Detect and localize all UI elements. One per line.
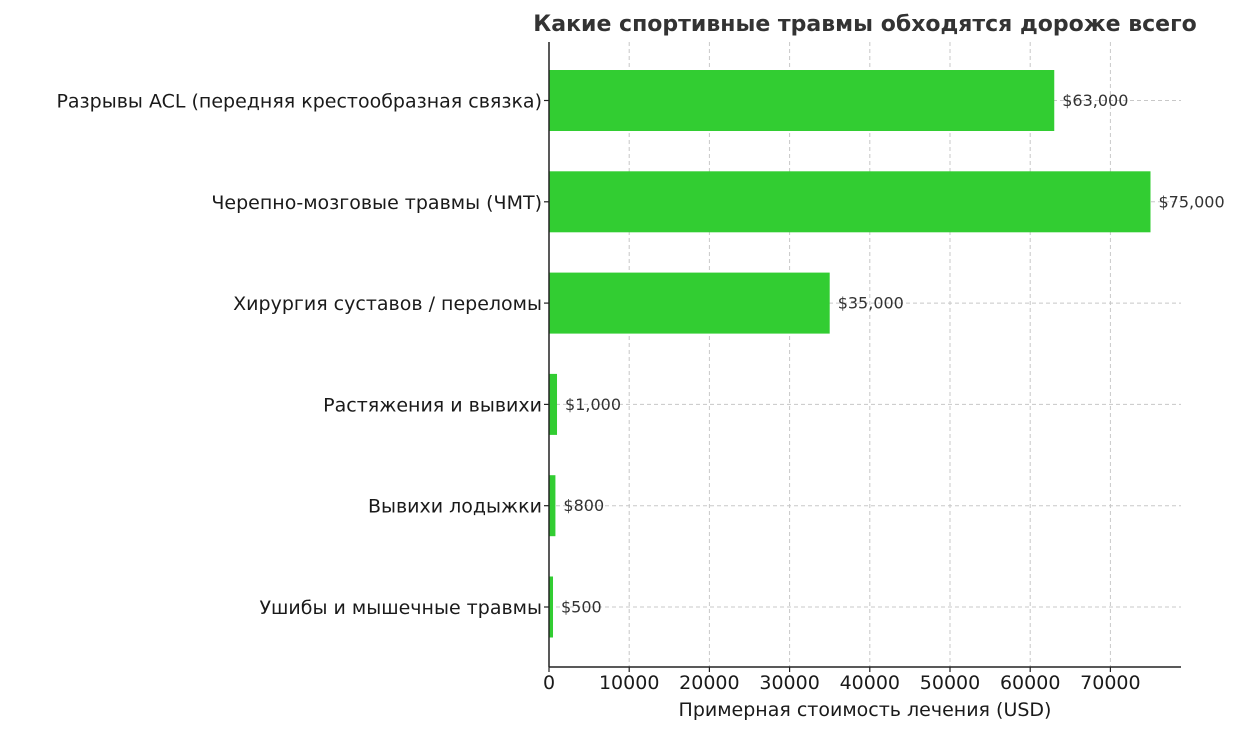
x-tick-label: 0 xyxy=(543,672,555,694)
bar xyxy=(549,373,558,435)
data-label: $75,000 xyxy=(1159,192,1225,211)
axis-layer xyxy=(544,42,1181,672)
category-label: Вывихи лодыжки xyxy=(368,496,542,518)
x-tick-label: 30000 xyxy=(759,672,819,694)
category-label: Хирургия суставов / переломы xyxy=(233,293,542,315)
category-label: Растяжения и вывихи xyxy=(323,394,542,416)
data-label: $63,000 xyxy=(1062,91,1128,110)
category-label: Разрывы ACL (передняя крестообразная свя… xyxy=(56,91,542,113)
x-tick-label: 50000 xyxy=(920,672,980,694)
chart-title: Какие спортивные травмы обходятся дороже… xyxy=(533,12,1196,37)
bar xyxy=(549,576,554,638)
data-label: $500 xyxy=(561,598,602,617)
bar-layer xyxy=(549,70,1151,638)
bar xyxy=(549,171,1151,233)
bar xyxy=(549,272,830,334)
x-tick-label: 10000 xyxy=(599,672,659,694)
x-axis-title: Примерная стоимость лечения (USD) xyxy=(679,699,1052,721)
bar xyxy=(549,70,1055,131)
category-label: Черепно-мозговые травмы (ЧМТ) xyxy=(211,192,542,214)
x-tick-label: 40000 xyxy=(840,672,900,694)
bar xyxy=(549,475,556,537)
data-label: $35,000 xyxy=(838,294,904,313)
x-tick-label: 20000 xyxy=(679,672,739,694)
category-label: Ушибы и мышечные травмы xyxy=(259,597,542,619)
x-tick-label: 70000 xyxy=(1080,672,1140,694)
x-tick-label: 60000 xyxy=(1000,672,1060,694)
data-label: $800 xyxy=(563,496,604,515)
data-label: $1,000 xyxy=(565,395,621,414)
label-layer: Разрывы ACL (передняя крестообразная свя… xyxy=(56,91,1224,695)
grid-layer xyxy=(549,42,1181,667)
